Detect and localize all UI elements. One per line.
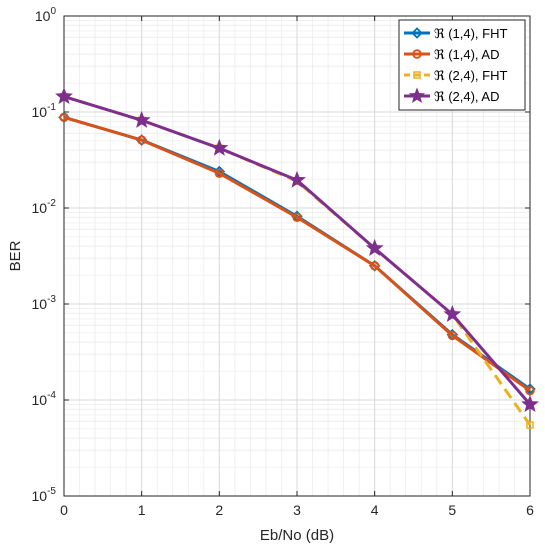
data-point [365, 238, 384, 256]
legend-marker [413, 71, 421, 79]
y-tick-base: 10 [32, 488, 48, 504]
y-tick-exponent: -4 [47, 390, 56, 401]
legend-marker [412, 49, 422, 59]
data-point [288, 170, 306, 188]
y-tick-exponent: 0 [50, 6, 56, 17]
data-point [132, 110, 151, 128]
x-tick-label: 3 [293, 502, 301, 518]
data-point [525, 385, 535, 396]
data-point [136, 135, 147, 145]
y-tick-label: 10-3 [32, 294, 57, 312]
data-point [55, 87, 73, 105]
series-layer [55, 87, 539, 429]
legend: ℜ (1,4), FHT ℜ (1,4), AD ℜ (2,4), FHT ℜ (2,… [398, 19, 526, 111]
data-point [292, 212, 302, 223]
legend-label: ℜ (1,4), AD [434, 47, 500, 62]
x-tick-label: 2 [215, 502, 223, 518]
series-line [63, 115, 531, 392]
y-tick-label: 10-2 [32, 198, 57, 216]
y-tick-base: 10 [32, 296, 48, 312]
data-point [214, 168, 225, 178]
legend-label: ℜ (2,4), AD [434, 89, 500, 104]
data-point [59, 112, 69, 123]
legend-entry: ℜ (2,4), FHT [404, 68, 507, 83]
data-point [521, 394, 539, 412]
y-tick-exponent: -1 [47, 102, 56, 113]
y-tick-base: 10 [32, 200, 48, 216]
y-tick-base: 10 [32, 104, 48, 120]
y-tick-base: 10 [32, 392, 48, 408]
legend-entry: ℜ (1,4), AD [404, 47, 500, 62]
legend-marker [411, 27, 423, 39]
y-tick-exponent: -2 [47, 198, 56, 209]
legend-label: ℜ (1,4), FHT [434, 26, 507, 41]
y-tick-exponent: -5 [47, 486, 56, 497]
x-tick-labels: 0 1 2 3 4 5 6 [60, 502, 534, 518]
x-tick-label: 4 [371, 502, 379, 518]
y-tick-label: 100 [35, 6, 57, 24]
legend-entry: ℜ (1,4), FHT [404, 26, 507, 41]
y-tick-label: 10-5 [32, 486, 57, 504]
legend-label: ℜ (2,4), FHT [434, 68, 507, 83]
y-tick-label: 10-1 [32, 102, 57, 120]
data-point [369, 261, 380, 271]
y-axis-label: BER [7, 240, 24, 271]
x-tick-label: 0 [60, 502, 68, 518]
x-tick-label: 1 [138, 502, 146, 518]
x-tick-label: 6 [526, 502, 534, 518]
series-4 [55, 87, 539, 412]
data-point [443, 304, 462, 322]
y-tick-exponent: -3 [47, 294, 56, 305]
data-point [526, 421, 534, 429]
x-tick-label: 5 [448, 502, 456, 518]
legend-marker [408, 87, 426, 103]
series-2 [59, 112, 535, 396]
data-point [210, 138, 229, 156]
x-axis-label: Eb/No (dB) [260, 527, 334, 544]
y-tick-base: 10 [35, 8, 51, 24]
data-point [447, 330, 458, 341]
legend-entry: ℜ (2,4), AD [404, 87, 500, 104]
axis-ticks [63, 15, 531, 497]
y-tick-label: 10-4 [32, 390, 57, 408]
